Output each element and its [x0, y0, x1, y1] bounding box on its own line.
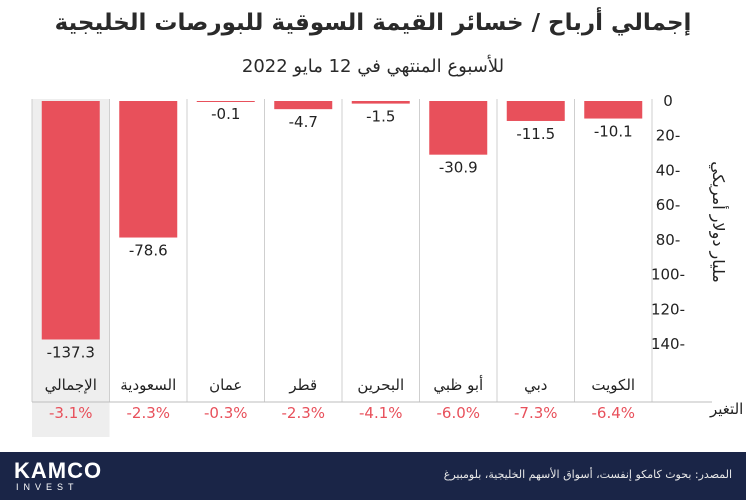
grid-layer: [31, 99, 712, 403]
footer-bar: KAMCO INVEST المصدر: بحوث كامكو إنفست، أ…: [0, 452, 746, 500]
category-label: البحرين: [357, 376, 404, 394]
category-label: السعودية: [120, 376, 176, 394]
change-value: -4.1%: [359, 404, 403, 422]
change-value: -2.3%: [281, 404, 325, 422]
y-tick-label: 120-: [651, 300, 685, 318]
y-tick-label: 40-: [656, 161, 681, 179]
y-axis-title: مليار دولار أمريكي: [708, 161, 729, 283]
y-tick-label: 80-: [656, 231, 681, 249]
data-label: -0.1: [211, 105, 240, 123]
source-note: المصدر: بحوث كامكو إنفست، أسواق الأسهم ا…: [443, 468, 732, 481]
change-row-label: التغير: [709, 400, 743, 418]
y-tick-label: 60-: [656, 196, 681, 214]
bar: [41, 101, 100, 340]
data-label: -30.9: [439, 159, 478, 177]
data-label: -11.5: [516, 125, 555, 143]
category-label: عمان: [209, 376, 242, 394]
y-tick-label: 20-: [656, 127, 681, 145]
data-label: -4.7: [289, 113, 318, 131]
bar: [584, 101, 643, 119]
data-label: -1.5: [366, 108, 395, 126]
change-value: -2.3%: [126, 404, 170, 422]
kamco-logo-subtitle: INVEST: [16, 482, 79, 492]
data-label: -10.1: [594, 123, 633, 141]
category-label: قطر: [288, 376, 317, 394]
y-tick-label: 140-: [651, 335, 685, 353]
y-tick-label: 0: [663, 92, 673, 110]
data-label: -137.3: [47, 343, 95, 361]
change-value: -6.4%: [591, 404, 635, 422]
category-label: أبو ظبي: [433, 375, 483, 395]
bar: [506, 101, 565, 121]
bar: [196, 101, 255, 102]
chart-subtitle: للأسبوع المنتهي في 12 مايو 2022: [241, 56, 505, 77]
bar: [274, 101, 333, 110]
bar-chart: 0 20- 40- 60- 80- 100- 120- 140- مليار دولار أمر…: [31, 92, 744, 437]
chart-title: إجمالي أرباح / خسائر القيمة السوقية للبو…: [54, 10, 692, 36]
change-value: -7.3%: [514, 404, 558, 422]
axis-layer: 0 20- 40- 60- 80- 100- 120- 140- مليار دولار أمر…: [651, 92, 729, 353]
change-value: -6.0%: [436, 404, 480, 422]
category-label: الإجمالي: [45, 376, 97, 395]
y-tick-label: 100-: [651, 266, 685, 284]
category-label: الكويت: [591, 376, 635, 394]
bar: [429, 101, 488, 155]
data-label: -78.6: [129, 242, 168, 260]
change-value: -3.1%: [49, 404, 93, 422]
change-value: -0.3%: [204, 404, 248, 422]
bar: [351, 101, 410, 104]
bar: [119, 101, 178, 238]
category-label: دبي: [524, 376, 547, 395]
kamco-logo: KAMCO: [14, 458, 103, 483]
labels-layer: -10.1 الكويت -6.4% -11.5 دبي -7.3% -30.9 أبو ظب…: [45, 105, 744, 422]
bars-layer: [41, 101, 643, 340]
